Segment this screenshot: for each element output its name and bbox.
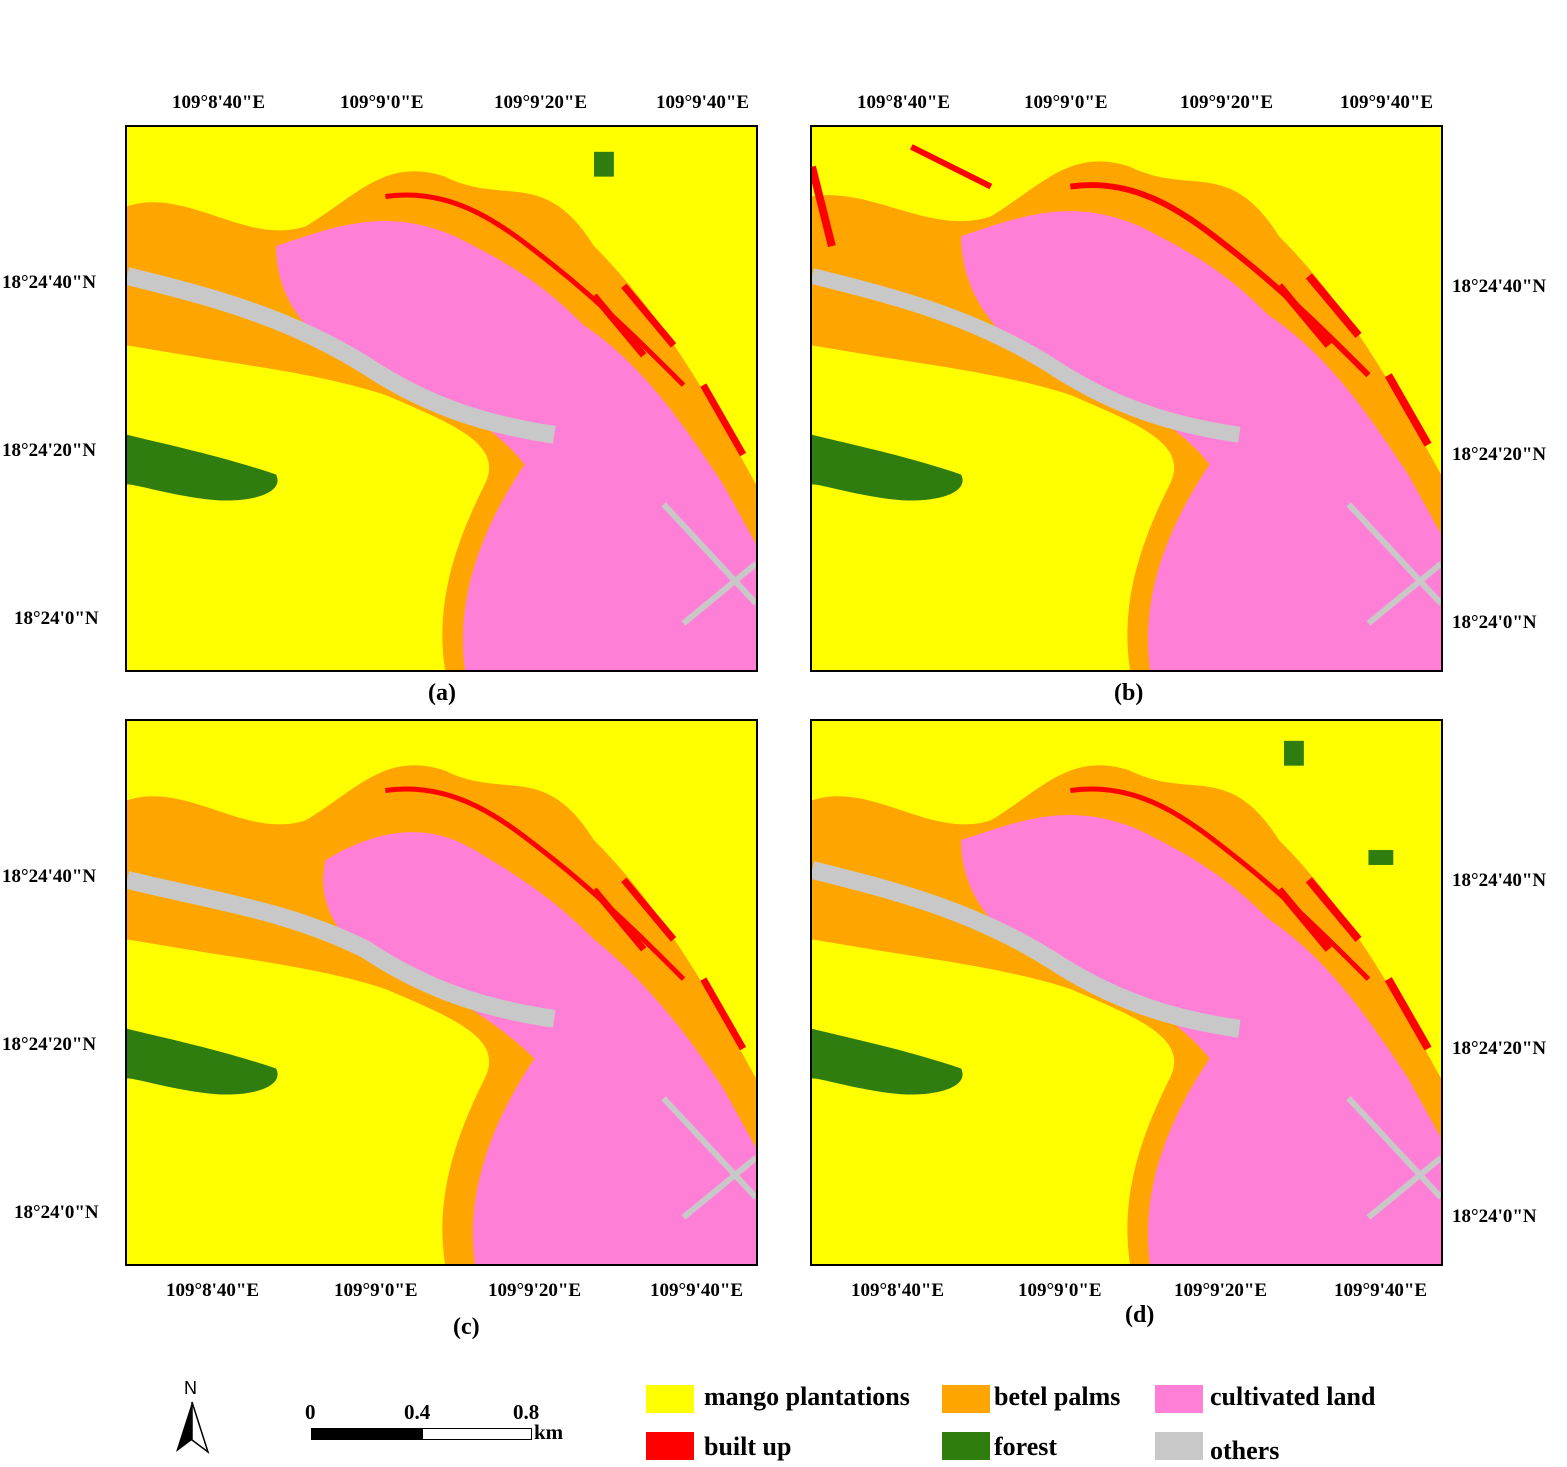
top-label-a-3: 109°9'40"E [656, 92, 750, 113]
scale-unit: km [534, 1420, 564, 1444]
left-label-a-0: 18°24'40"N [2, 272, 97, 293]
caption-d: (d) [1125, 1302, 1155, 1328]
bottom-label-c-1: 109°9'0"E [334, 1280, 418, 1301]
legend-swatch-betel [942, 1385, 990, 1413]
map-panel-c [125, 719, 758, 1266]
legend-label-forest: forest [994, 1432, 1058, 1461]
legend-swatch-others [1155, 1432, 1203, 1460]
left-label-c-1: 18°24'20"N [2, 1034, 97, 1055]
caption-a: (a) [428, 680, 456, 706]
map-panel-d [810, 719, 1443, 1266]
scale-bar-white [422, 1428, 532, 1440]
top-label-a-0: 109°8'40"E [172, 92, 266, 113]
legend-swatch-built-up [646, 1432, 694, 1460]
legend-label-built-up: built up [704, 1432, 792, 1461]
bottom-label-d-0: 109°8'40"E [851, 1280, 945, 1301]
top-label-b-2: 109°9'20"E [1180, 92, 1274, 113]
top-label-a-2: 109°9'20"E [494, 92, 588, 113]
scale-bar-black [311, 1428, 423, 1440]
right-label-b-1: 18°24'20"N [1452, 444, 1547, 465]
bottom-label-c-3: 109°9'40"E [650, 1280, 744, 1301]
scale-tick-0: 0 [305, 1400, 316, 1424]
right-label-d-0: 18°24'40"N [1452, 870, 1547, 891]
top-label-b-0: 109°8'40"E [857, 92, 951, 113]
north-arrow-icon [176, 1401, 210, 1455]
right-label-d-2: 18°24'0"N [1452, 1206, 1537, 1227]
scale-tick-2: 0.8 [513, 1400, 540, 1424]
legend-label-mango: mango plantations [704, 1382, 910, 1411]
bottom-label-d-3: 109°9'40"E [1334, 1280, 1428, 1301]
left-label-a-2: 18°24'0"N [14, 608, 99, 629]
caption-c: (c) [453, 1314, 480, 1340]
land-use-map-d [812, 721, 1441, 1264]
left-label-a-1: 18°24'20"N [2, 440, 97, 461]
legend-label-betel: betel palms [994, 1382, 1121, 1411]
top-label-a-1: 109°9'0"E [340, 92, 424, 113]
land-use-map-b [812, 127, 1441, 670]
legend-label-cultivated: cultivated land [1210, 1382, 1376, 1411]
legend-swatch-cultivated [1155, 1385, 1203, 1413]
right-label-b-0: 18°24'40"N [1452, 276, 1547, 297]
north-label: N [184, 1378, 197, 1398]
right-label-b-2: 18°24'0"N [1452, 612, 1537, 633]
bottom-label-d-1: 109°9'0"E [1018, 1280, 1102, 1301]
caption-b: (b) [1114, 680, 1144, 706]
bottom-label-d-2: 109°9'20"E [1174, 1280, 1268, 1301]
land-use-map-a [127, 127, 756, 670]
scale-bar: 0 0.4 0.8 km [300, 1400, 590, 1450]
map-panel-a [125, 125, 758, 672]
scale-tick-1: 0.4 [404, 1400, 431, 1424]
left-label-c-2: 18°24'0"N [14, 1202, 99, 1223]
top-label-b-1: 109°9'0"E [1024, 92, 1108, 113]
bottom-label-c-0: 109°8'40"E [166, 1280, 260, 1301]
north-arrow: N [174, 1378, 210, 1455]
map-panel-b [810, 125, 1443, 672]
land-use-map-c [127, 721, 756, 1264]
legend-label-others: others [1210, 1436, 1280, 1465]
right-label-d-1: 18°24'20"N [1452, 1038, 1547, 1059]
legend-swatch-mango [646, 1385, 694, 1413]
bottom-label-c-2: 109°9'20"E [488, 1280, 582, 1301]
top-label-b-3: 109°9'40"E [1340, 92, 1434, 113]
legend-swatch-forest [942, 1432, 990, 1460]
left-label-c-0: 18°24'40"N [2, 866, 97, 887]
